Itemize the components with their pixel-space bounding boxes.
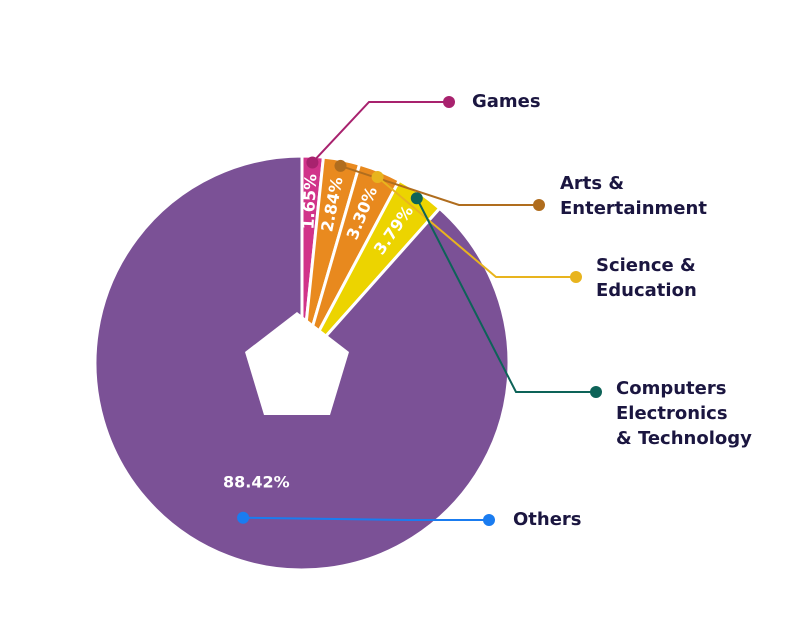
legend-label: Games — [472, 91, 541, 112]
leader-dot — [371, 170, 384, 183]
leader-line — [415, 197, 596, 393]
legend-dot — [533, 199, 545, 211]
legend-dot — [483, 514, 495, 526]
leader-dot — [237, 511, 250, 524]
legend-label: Science & Education — [596, 255, 697, 301]
leader-dot — [334, 159, 347, 172]
leader-dot — [306, 156, 319, 169]
legend-dot — [590, 386, 602, 398]
value-label: 88.42% — [223, 472, 290, 491]
center-hole — [245, 312, 349, 415]
legend-label: Arts & Entertainment — [560, 173, 707, 219]
value-label: 1.65% — [298, 173, 320, 229]
leader-line — [243, 516, 489, 521]
leader-line — [376, 176, 576, 278]
legend-dot — [443, 96, 455, 108]
legend-label: Others — [513, 509, 582, 530]
leader-dot — [410, 192, 423, 205]
legend-label: Computers Electronics & Technology — [616, 378, 752, 449]
legend-dot — [570, 271, 582, 283]
leader-line — [311, 101, 449, 164]
